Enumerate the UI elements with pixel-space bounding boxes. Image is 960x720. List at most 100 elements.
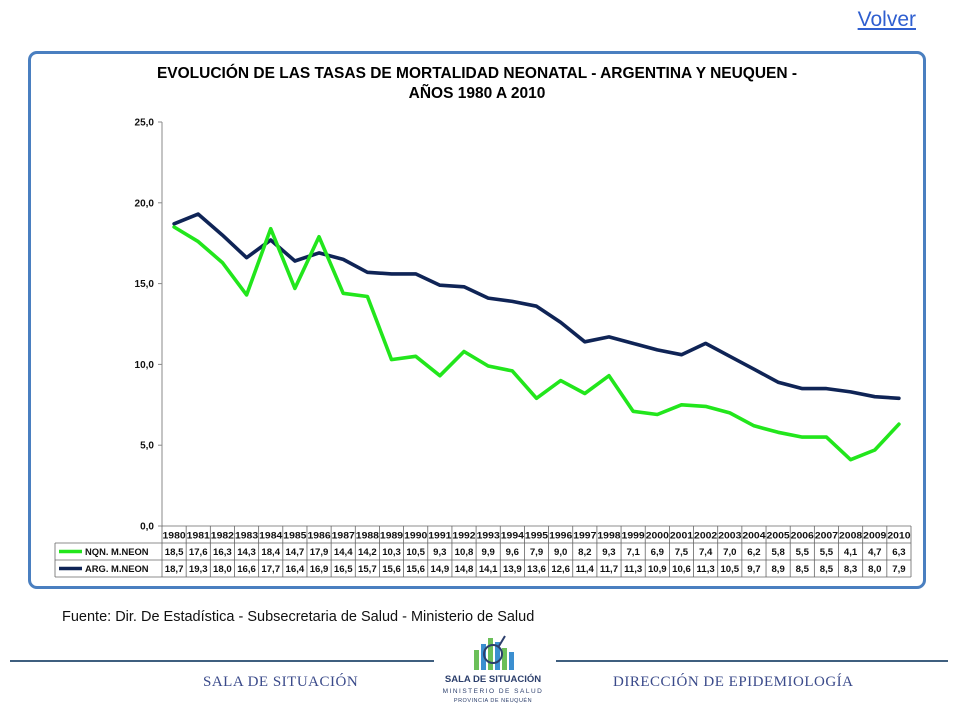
- data-table-value: 15,7: [358, 564, 377, 575]
- data-table-value: 7,9: [530, 547, 543, 558]
- x-tick-label: 1988: [356, 530, 379, 541]
- data-table-value: 19,3: [189, 564, 208, 575]
- y-tick-label: 10,0: [135, 360, 155, 371]
- data-table-value: 6,2: [747, 547, 760, 558]
- x-tick-label: 1983: [235, 530, 258, 541]
- chart-title: EVOLUCIÓN DE LAS TASAS DE MORTALIDAD NEO…: [28, 64, 926, 104]
- chart-title-line-2: AÑOS 1980 A 2010: [408, 85, 546, 102]
- x-tick-label: 1995: [525, 530, 548, 541]
- data-table-value: 8,2: [578, 547, 591, 558]
- data-table-value: 10,8: [455, 547, 474, 558]
- x-tick-label: 1985: [283, 530, 306, 541]
- footer-direccion-epidemiologia: DIRECCIÓN DE EPIDEMIOLOGÍA: [613, 674, 854, 690]
- data-table-value: 8,5: [820, 564, 834, 575]
- data-table-value: 5,8: [771, 547, 785, 558]
- x-tick-label: 2004: [742, 530, 766, 541]
- data-table-value: 9,3: [602, 547, 615, 558]
- data-table-value: 9,6: [506, 547, 519, 558]
- data-table-value: 14,7: [286, 547, 305, 558]
- footer-divider-right: [556, 660, 948, 662]
- data-table-value: 18,7: [165, 564, 184, 575]
- x-tick-label: 1986: [307, 530, 330, 541]
- data-table-value: 10,3: [382, 547, 401, 558]
- chart-title-line-1: EVOLUCIÓN DE LAS TASAS DE MORTALIDAD NEO…: [156, 65, 798, 82]
- data-table-value: 4,1: [844, 547, 858, 558]
- y-tick-label: 15,0: [135, 279, 155, 290]
- footer-sala-de-situacion: SALA DE SITUACIÓN: [203, 674, 359, 690]
- x-tick-label: 2002: [694, 530, 717, 541]
- data-table-value: 11,7: [600, 564, 618, 575]
- data-table-value: 18,5: [165, 547, 184, 558]
- data-table-value: 11,3: [697, 564, 715, 575]
- data-table-value: 18,4: [261, 547, 280, 558]
- data-table-value: 11,4: [576, 564, 595, 575]
- x-tick-label: 1984: [259, 530, 283, 541]
- x-tick-label: 1993: [477, 530, 500, 541]
- footer-divider-left: [10, 660, 434, 662]
- x-tick-label: 1992: [452, 530, 475, 541]
- data-table-value: 18,0: [213, 564, 232, 575]
- data-table-value: 7,9: [892, 564, 905, 575]
- data-table-value: 16,4: [286, 564, 305, 575]
- x-tick-label: 2009: [863, 530, 886, 541]
- series-line-arg: [172, 212, 901, 401]
- data-table-value: 17,6: [189, 547, 208, 558]
- x-tick-label: 2006: [791, 530, 814, 541]
- x-tick-label: 2010: [887, 530, 910, 541]
- data-table-value: 14,3: [237, 547, 256, 558]
- y-tick-label: 5,0: [140, 441, 154, 452]
- logo-title: SALA DE SITUACIÓN: [444, 674, 542, 685]
- data-table-value: 15,6: [382, 564, 401, 575]
- data-table-value: 7,5: [675, 547, 689, 558]
- y-tick-label: 0,0: [140, 522, 154, 533]
- data-table-value: 9,7: [747, 564, 760, 575]
- data-table-value: 5,5: [820, 547, 834, 558]
- data-table-value: 16,9: [310, 564, 329, 575]
- x-tick-label: 1982: [211, 530, 234, 541]
- series-line-nqn: [172, 225, 901, 462]
- data-table-value: 6,3: [892, 547, 905, 558]
- x-tick-label: 2007: [815, 530, 838, 541]
- data-table-value: 13,9: [503, 564, 522, 575]
- logo-subtitle: MINISTERIO DE SALUD: [442, 688, 544, 695]
- data-table-value: 17,7: [261, 564, 280, 575]
- data-table-value: 14,2: [358, 547, 377, 558]
- x-tick-label: 2003: [718, 530, 741, 541]
- data-table-value: 10,9: [648, 564, 667, 575]
- x-tick-label: 1991: [428, 530, 451, 541]
- x-tick-label: 2000: [646, 530, 669, 541]
- data-table-value: 8,5: [796, 564, 810, 575]
- x-tick-label: 1989: [380, 530, 403, 541]
- data-table-value: 16,5: [334, 564, 353, 575]
- data-table-value: 8,9: [771, 564, 784, 575]
- y-tick-label: 20,0: [135, 198, 155, 209]
- logo-subtitle-province: PROVINCIA DE NEUQUÉN: [453, 698, 533, 704]
- data-table-value: 5,5: [796, 547, 810, 558]
- data-table-value: 9,9: [482, 547, 495, 558]
- legend-label-arg: ARG. M.NEON: [85, 563, 149, 574]
- x-tick-label: 2008: [839, 530, 862, 541]
- data-table-value: 10,6: [672, 564, 691, 575]
- data-table-value: 7,1: [626, 547, 640, 558]
- legend-label-nqn: NQN. M.NEON: [85, 546, 149, 557]
- data-table-value: 15,6: [406, 564, 425, 575]
- logo-bars-icon: [474, 635, 514, 670]
- data-table-value: 6,9: [651, 547, 664, 558]
- x-tick-label: 2001: [670, 530, 693, 541]
- data-table-value: 10,5: [720, 564, 739, 575]
- volver-link[interactable]: Volver: [857, 8, 916, 31]
- x-tick-label: 1981: [187, 530, 210, 541]
- x-tick-label: 2005: [767, 530, 790, 541]
- data-table-value: 13,6: [527, 564, 546, 575]
- x-tick-label: 1994: [501, 530, 525, 541]
- data-table-value: 4,7: [868, 547, 881, 558]
- data-table-value: 14,4: [334, 547, 353, 558]
- data-table-value: 7,0: [723, 547, 736, 558]
- data-table-value: 10,5: [406, 547, 425, 558]
- x-tick-label: 1998: [597, 530, 620, 541]
- x-tick-label: 1999: [622, 530, 645, 541]
- data-table-value: 11,3: [624, 564, 642, 575]
- data-table-value: 16,6: [237, 564, 256, 575]
- data-table-value: 14,9: [431, 564, 450, 575]
